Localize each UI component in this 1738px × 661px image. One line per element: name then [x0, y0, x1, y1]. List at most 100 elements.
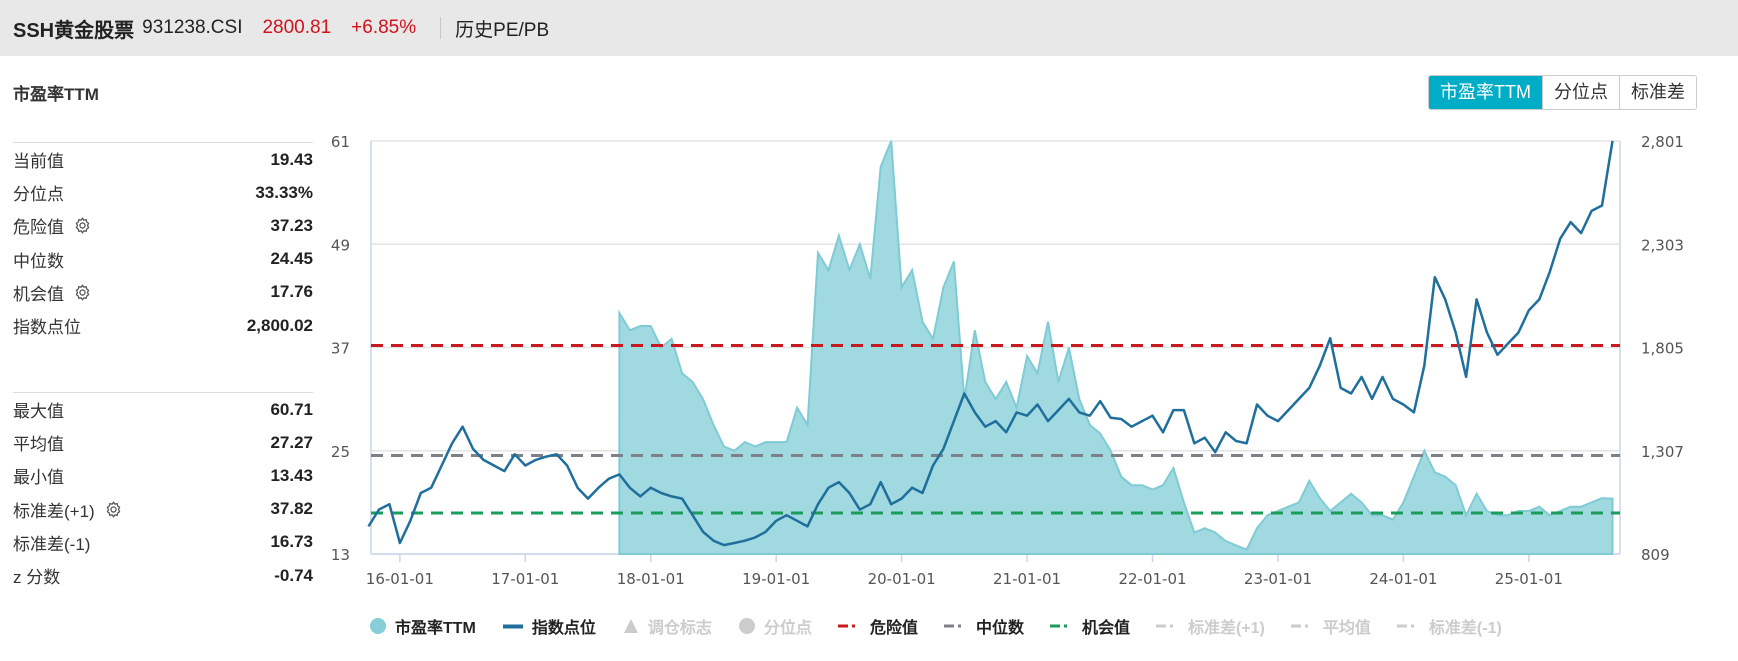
stat-value: 60.71 [270, 399, 313, 419]
stat-value: 27.27 [270, 432, 313, 452]
y-right-tick-label: 809 [1641, 546, 1670, 564]
pe-ttm-area [618, 140, 1614, 555]
index-code: 931238.CSI [142, 17, 243, 38]
stat-label-text: 危险值 [13, 218, 64, 238]
legend-circle-icon [369, 617, 395, 635]
legend-item[interactable]: 危险值 [837, 614, 918, 638]
stats-summary: 最大值 60.71 平均值 27.27 最小值 13.43 标准差(+1) 37.82 标准差(… [13, 392, 313, 592]
header-bar: SSH黄金股票 931238.CSI 2800.81 +6.85% 历史PE/P… [0, 0, 1738, 56]
legend-label: 危险值 [869, 620, 918, 637]
legend-label: 市盈率TTM [395, 620, 476, 637]
legend-dash-icon [943, 617, 976, 635]
stat-label: z 分数 [13, 563, 60, 588]
legend-circle-icon [738, 617, 764, 635]
header-divider [440, 17, 442, 39]
stat-value: 24.45 [270, 249, 313, 269]
stat-label-text: 分位点 [13, 185, 64, 205]
legend-item[interactable]: 指数点位 [502, 614, 596, 638]
index-name: SSH黄金股票 [13, 19, 135, 42]
stat-label: 分位点 [13, 180, 64, 205]
legend-label: 标准差(+1) [1187, 620, 1265, 637]
x-tick-label: 16-01-01 [366, 570, 434, 588]
y-left-tick-label: 37 [331, 340, 350, 358]
stat-value: 2,800.02 [246, 315, 313, 335]
stat-label: 平均值 [13, 430, 64, 455]
stat-label: 机会值 [13, 280, 91, 305]
stat-value: 16.73 [270, 532, 313, 552]
stat-value: -0.74 [274, 565, 313, 585]
legend-label: 标准差(-1) [1428, 620, 1502, 637]
legend-label: 分位点 [763, 620, 812, 637]
legend-item[interactable]: 平均值 [1290, 614, 1371, 638]
stat-row: 危险值 37.23 [13, 209, 313, 242]
x-tick-label: 24-01-01 [1369, 570, 1437, 588]
stat-row: 标准差(-1) 16.73 [13, 526, 313, 559]
x-tick-label: 21-01-01 [993, 570, 1061, 588]
stat-label-text: 平均值 [13, 435, 64, 455]
legend-dash-icon [1290, 617, 1323, 635]
stat-label: 最大值 [13, 397, 64, 422]
legend-dash-icon [1155, 617, 1188, 635]
x-tick-label: 18-01-01 [617, 570, 685, 588]
legend-item[interactable]: 调仓标志 [622, 614, 712, 638]
stat-label: 当前值 [13, 147, 64, 172]
index-change: +6.85% [351, 17, 417, 38]
chart-legend: 市盈率TTM 指数点位 调仓标志 分位点 危险值 中位数 机会值 标准差(+1) 平均值 标准差(… [369, 614, 1528, 638]
tab-percentile[interactable]: 分位点 [1541, 76, 1619, 109]
x-tick-label: 22-01-01 [1118, 570, 1186, 588]
gear-icon[interactable] [74, 217, 91, 235]
legend-dash-icon [837, 617, 870, 635]
section-title: 市盈率TTM [13, 85, 99, 104]
history-pe-pb-link[interactable]: 历史PE/PB [455, 19, 550, 41]
tab-std-dev[interactable]: 标准差 [1618, 76, 1696, 109]
stat-row: 中位数 24.45 [13, 243, 313, 276]
stat-value: 13.43 [270, 465, 313, 485]
legend-item[interactable]: 标准差(+1) [1155, 614, 1265, 638]
stat-label: 指数点位 [13, 313, 81, 338]
stat-value: 37.82 [270, 499, 313, 519]
stat-label-text: z 分数 [13, 568, 61, 588]
x-tick-label: 20-01-01 [868, 570, 936, 588]
stat-label-text: 最大值 [13, 402, 64, 422]
x-tick-label: 19-01-01 [742, 570, 810, 588]
stat-row: 最小值 13.43 [13, 459, 313, 492]
stat-label-text: 中位数 [13, 251, 64, 271]
legend-item[interactable]: 标准差(-1) [1396, 614, 1502, 638]
stat-row: 标准差(+1) 37.82 [13, 493, 313, 526]
stat-row: z 分数 -0.74 [13, 559, 313, 592]
y-left-tick-label: 49 [331, 236, 350, 254]
metric-toggle: 市盈率TTM 分位点 标准差 [1428, 75, 1697, 110]
stat-label: 标准差(-1) [13, 530, 90, 555]
y-right-tick-label: 2,303 [1641, 236, 1684, 254]
y-left-tick-label: 61 [331, 133, 350, 151]
y-left-tick-label: 25 [331, 443, 350, 461]
y-right-tick-label: 2,801 [1641, 133, 1684, 151]
y-right-tick-label: 1,805 [1641, 340, 1684, 358]
stat-label-text: 指数点位 [13, 318, 81, 338]
legend-item[interactable]: 分位点 [738, 614, 812, 638]
gear-icon[interactable] [74, 284, 91, 301]
stat-label: 中位数 [13, 247, 64, 272]
legend-item[interactable]: 中位数 [943, 614, 1024, 638]
legend-dash-icon [1396, 617, 1429, 635]
tab-pe-ttm[interactable]: 市盈率TTM [1429, 76, 1542, 109]
stat-value: 19.43 [270, 149, 313, 169]
stat-row: 机会值 17.76 [13, 276, 313, 309]
legend-label: 指数点位 [531, 620, 596, 637]
stats-current: 当前值 19.43 分位点 33.33% 危险值 37.23 中位数 24.45 机会值 17.7… [13, 142, 313, 342]
stat-label: 最小值 [13, 463, 64, 488]
stat-row: 分位点 33.33% [13, 176, 313, 209]
legend-item[interactable]: 机会值 [1049, 614, 1130, 638]
stat-row: 平均值 27.27 [13, 426, 313, 459]
stat-label-text: 标准差(+1) [13, 501, 95, 521]
legend-item[interactable]: 市盈率TTM [369, 614, 476, 638]
index-level-line [367, 140, 1614, 547]
x-tick-label: 25-01-01 [1495, 570, 1563, 588]
stat-label-text: 最小值 [13, 468, 64, 488]
x-tick-label: 23-01-01 [1244, 570, 1312, 588]
stat-label-text: 机会值 [13, 284, 64, 304]
stat-value: 37.23 [270, 215, 313, 235]
stat-label: 标准差(+1) [13, 497, 122, 522]
gear-icon[interactable] [105, 500, 122, 518]
legend-label: 机会值 [1081, 620, 1130, 637]
